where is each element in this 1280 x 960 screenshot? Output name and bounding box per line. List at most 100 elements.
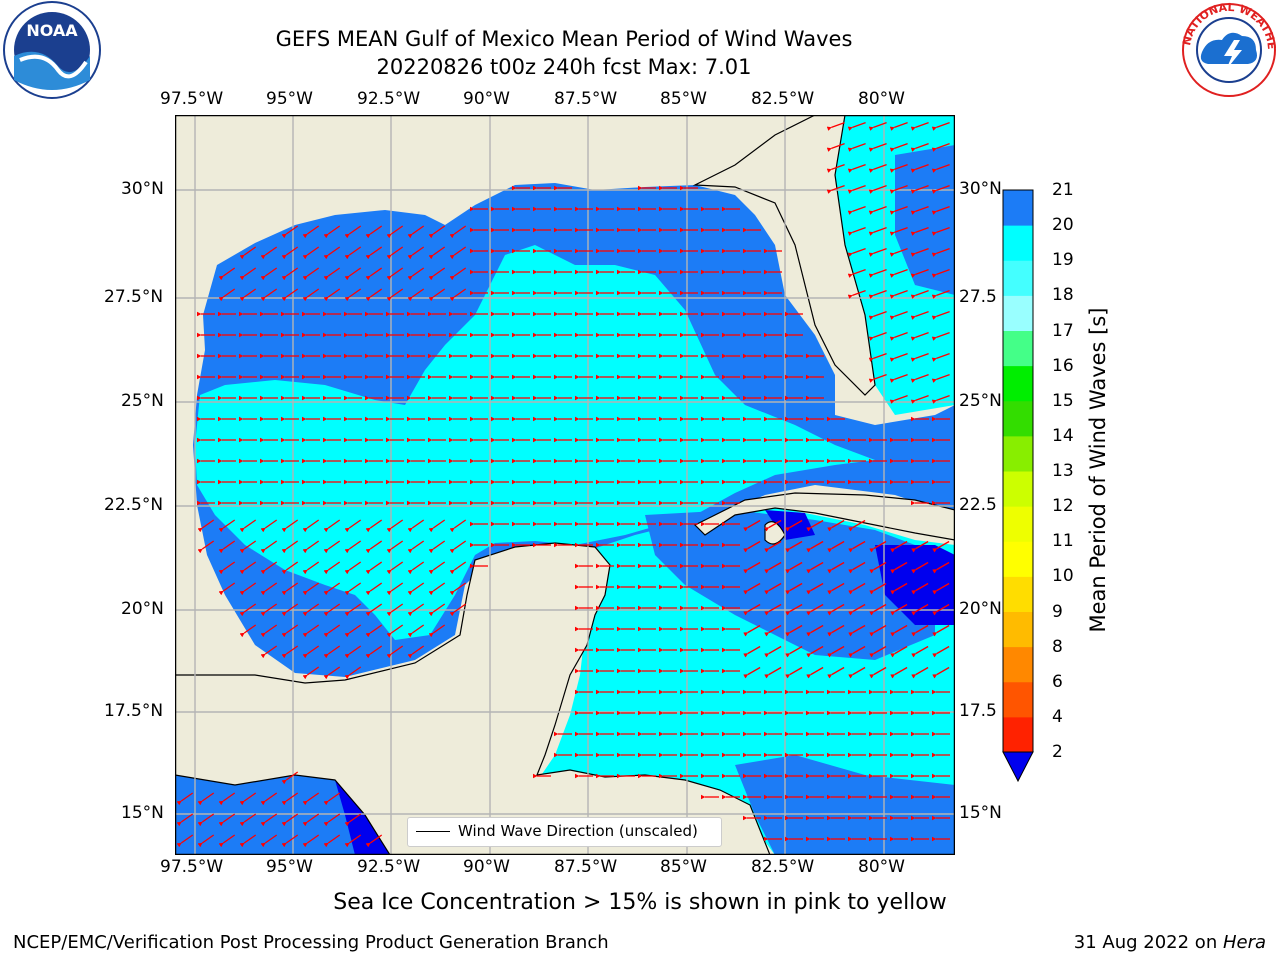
wind-arrow (281, 834, 299, 848)
colorbar-segment (1003, 190, 1033, 226)
wind-arrow (428, 561, 446, 575)
wind-arrow (931, 163, 950, 173)
wind-arrow (365, 624, 383, 638)
noaa-logo: NOAA (0, 0, 104, 104)
wind-arrow (868, 247, 887, 257)
wind-arrow (386, 582, 404, 596)
wind-arrow (407, 519, 425, 533)
svg-text:NOAA: NOAA (26, 21, 78, 40)
wind-arrow (806, 519, 824, 532)
wind-arrow (428, 624, 446, 638)
wind-arrow (449, 246, 467, 260)
lat-label: 27.5°N (104, 287, 164, 307)
wind-arrow (868, 205, 887, 215)
wind-arrow (827, 603, 845, 616)
wind-arrow (218, 582, 236, 596)
lon-label: 95°W (266, 89, 313, 109)
wind-arrow (239, 834, 257, 848)
wind-arrow (890, 582, 908, 595)
wind-arrow (365, 582, 383, 596)
wind-arrow (890, 603, 908, 616)
wind-arrow (931, 142, 950, 152)
wind-arrow (764, 519, 782, 532)
wind-arrow (764, 645, 782, 658)
wind-arrow (827, 624, 845, 637)
wind-arrow (260, 267, 278, 281)
wind-arrow (806, 540, 824, 553)
wind-arrow (785, 519, 803, 532)
wind-arrow (931, 289, 950, 299)
wind-arrow (889, 184, 908, 194)
wind-arrow (449, 603, 467, 617)
wind-arrow (889, 352, 908, 362)
wind-arrow (323, 834, 341, 848)
wind-arrow (365, 288, 383, 302)
colorbar-tick-label: 19 (1052, 250, 1074, 271)
wind-arrow (260, 813, 278, 827)
wind-arrow (889, 394, 908, 404)
colorbar-tick-label: 12 (1052, 496, 1074, 517)
wind-arrow (785, 540, 803, 553)
wind-arrow (407, 267, 425, 281)
wind-arrow (365, 561, 383, 575)
wind-arrow (910, 352, 929, 362)
wind-arrow (302, 792, 320, 806)
wind-arrow (785, 603, 803, 616)
wind-arrow (910, 289, 929, 299)
colorbar-tick-label: 10 (1052, 566, 1074, 587)
wind-arrow (407, 624, 425, 638)
wind-arrow (743, 540, 761, 553)
wind-arrow (806, 582, 824, 595)
wind-arrow (910, 163, 929, 173)
wind-arrow (218, 519, 236, 533)
wind-arrow (386, 246, 404, 260)
wind-arrow (911, 645, 929, 658)
wind-arrow (889, 163, 908, 173)
wind-arrow (197, 792, 215, 806)
wind-arrow (407, 561, 425, 575)
wind-arrow (218, 834, 236, 848)
wind-arrow (910, 268, 929, 278)
lon-label: 85°W (660, 89, 707, 109)
wind-arrow (868, 268, 887, 278)
colorbar-segment (1003, 471, 1033, 507)
wind-arrow (344, 582, 362, 596)
wind-arrow (848, 540, 866, 553)
wind-arrow (931, 373, 950, 383)
wind-arrow (428, 225, 446, 239)
wind-arrow (239, 540, 257, 554)
wind-arrow (764, 561, 782, 574)
wind-arrow (365, 267, 383, 281)
wind-arrow (302, 834, 320, 848)
colorbar-tick-label: 9 (1052, 601, 1063, 622)
wind-arrow (428, 288, 446, 302)
lon-label: 90°W (463, 857, 510, 877)
wind-arrow (281, 519, 299, 533)
wind-arrow (239, 792, 257, 806)
wind-arrow (197, 519, 215, 533)
wind-arrow (449, 225, 467, 239)
lat-label: 30°N (121, 179, 164, 199)
wind-arrow (365, 246, 383, 260)
wind-arrow (386, 519, 404, 533)
wind-arrow (323, 645, 341, 659)
lat-label: 25°N (959, 391, 1002, 411)
wind-arrow (889, 373, 908, 383)
wind-arrow (428, 267, 446, 281)
wind-arrow (910, 142, 929, 152)
colorbar-tick-label: 16 (1052, 355, 1074, 376)
wind-arrow (869, 645, 887, 658)
colorbar-tick-label: 15 (1052, 390, 1074, 411)
wind-arrow (323, 288, 341, 302)
wind-arrow (910, 184, 929, 194)
wind-arrow (847, 121, 866, 131)
wind-arrow (260, 540, 278, 554)
wind-arrow (889, 268, 908, 278)
wind-arrow (868, 310, 887, 320)
wind-arrow (323, 519, 341, 533)
colorbar-label: Mean Period of Wind Waves [s] (1086, 307, 1110, 633)
wind-arrow (931, 268, 950, 278)
colorbar-tick-label: 11 (1052, 531, 1074, 552)
wind-arrow (890, 540, 908, 553)
wind-arrow (847, 289, 866, 299)
